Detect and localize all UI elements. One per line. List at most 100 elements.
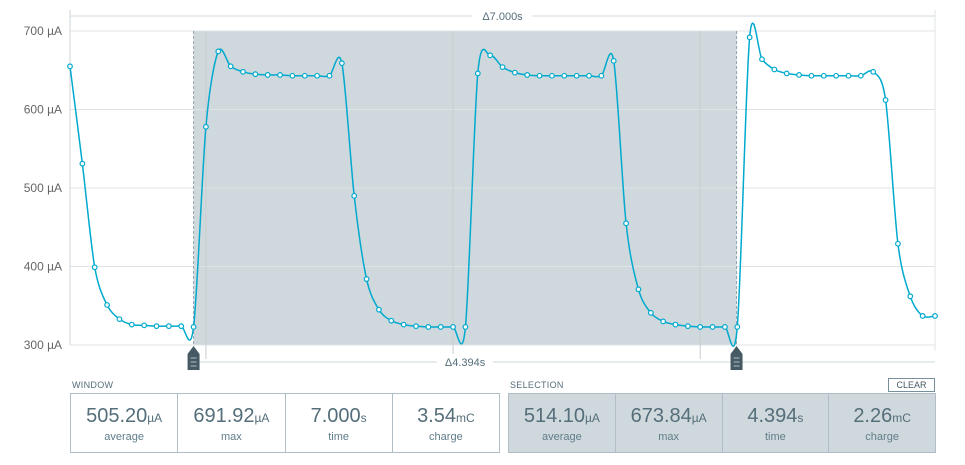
data-point xyxy=(857,72,864,79)
data-point xyxy=(301,72,308,79)
selection-right-handle[interactable] xyxy=(730,346,743,370)
clear-selection-button[interactable]: CLEAR xyxy=(888,378,935,392)
data-point xyxy=(487,52,494,59)
data-point xyxy=(660,318,667,325)
data-point xyxy=(425,324,432,330)
stat-caption: charge xyxy=(865,431,899,443)
data-point xyxy=(326,72,333,79)
data-point xyxy=(91,264,98,271)
data-point xyxy=(549,72,555,79)
data-point xyxy=(363,276,370,282)
data-point xyxy=(400,321,407,328)
data-point xyxy=(586,72,592,79)
y-tick-label: 300 µA xyxy=(24,338,62,352)
data-point xyxy=(351,192,358,199)
selection-average: 514.10µA average xyxy=(509,394,616,452)
data-point xyxy=(67,63,73,70)
selection-time: 4.394s time xyxy=(723,394,830,452)
stat-unit: s xyxy=(797,411,804,425)
window-average: 505.20µA average xyxy=(71,394,179,452)
stat-unit: µA xyxy=(254,411,270,425)
y-tick-label: 500 µA xyxy=(24,181,62,195)
stat-caption: charge xyxy=(429,431,463,443)
data-point xyxy=(734,324,741,330)
data-point xyxy=(413,323,419,330)
data-point xyxy=(882,97,889,103)
stat-unit: µA xyxy=(585,411,600,425)
data-point xyxy=(647,309,654,316)
stat-caption: max xyxy=(658,431,680,443)
window-charge: 3.54mC charge xyxy=(393,394,499,452)
data-point xyxy=(870,68,877,75)
selection-label: SELECTION xyxy=(510,380,564,390)
data-point xyxy=(796,72,802,78)
window-stats-panel: 505.20µA average 691.92µA max 7.000s time 3… xyxy=(70,393,500,453)
stat-caption: average xyxy=(104,431,144,443)
stat-unit: s xyxy=(360,411,367,425)
data-point xyxy=(919,313,926,319)
data-point xyxy=(771,66,778,73)
data-point xyxy=(165,323,172,330)
data-point xyxy=(474,70,481,77)
data-point xyxy=(314,72,321,79)
stat-value: 505.20 xyxy=(86,405,148,427)
data-point xyxy=(895,240,901,247)
data-point xyxy=(845,72,852,79)
data-point xyxy=(141,322,148,329)
data-point xyxy=(79,160,86,167)
data-point xyxy=(450,324,456,330)
stat-value: 7.000 xyxy=(310,405,361,427)
stat-caption: time xyxy=(328,431,350,443)
data-point xyxy=(252,71,259,78)
selection-stats-panel: 514.10µA average 673.84µA max 4.394s time 2… xyxy=(508,393,936,453)
y-tick-label: 700 µA xyxy=(24,24,62,38)
data-point xyxy=(227,63,234,70)
window-label: WINDOW xyxy=(72,380,114,390)
data-point xyxy=(511,69,518,76)
data-point xyxy=(759,56,765,63)
data-point xyxy=(462,324,469,330)
data-point xyxy=(623,220,629,227)
data-point xyxy=(907,293,914,300)
stat-value: 4.394 xyxy=(747,405,798,427)
selection-delta-bg xyxy=(437,354,494,370)
data-point xyxy=(153,323,160,330)
data-point xyxy=(722,324,728,330)
data-point xyxy=(264,72,271,78)
data-point xyxy=(499,64,506,71)
selection-left-handle[interactable] xyxy=(187,346,200,370)
window-time: 7.000s time xyxy=(286,394,393,452)
data-point xyxy=(203,123,209,130)
data-point xyxy=(684,323,691,330)
stat-value: 2.26 xyxy=(853,405,893,427)
data-point xyxy=(697,324,704,330)
data-point xyxy=(104,302,110,308)
data-point xyxy=(437,324,444,330)
data-point xyxy=(598,72,605,79)
current-chart[interactable]: 700 µA 600 µA 500 µA 400 µA 300 µA Δ7.000s Δ4.… xyxy=(0,0,965,375)
data-point xyxy=(709,324,716,330)
stat-value: 673.84 xyxy=(630,405,692,427)
selection-delta-label: Δ4.394s xyxy=(445,357,486,369)
data-point xyxy=(277,72,283,78)
stat-unit: mC xyxy=(456,411,475,425)
data-point xyxy=(808,72,815,79)
data-point xyxy=(783,70,790,77)
data-point xyxy=(240,68,246,75)
data-point xyxy=(215,48,222,55)
stat-value: 3.54 xyxy=(417,405,456,427)
window-delta-label: Δ7.000s xyxy=(482,11,523,23)
stat-unit: mC xyxy=(892,411,911,425)
stat-caption: max xyxy=(220,431,242,443)
y-tick-label: 400 µA xyxy=(24,260,62,274)
stat-caption: time xyxy=(764,431,786,443)
selection-max: 673.84µA max xyxy=(616,394,723,452)
data-point xyxy=(178,323,185,330)
data-point xyxy=(524,72,531,78)
data-point xyxy=(820,72,827,79)
window-delta-bg xyxy=(472,8,533,24)
stat-caption: average xyxy=(541,431,582,443)
data-point xyxy=(289,72,296,79)
stat-value: 691.92 xyxy=(193,405,255,427)
data-point xyxy=(338,60,345,67)
